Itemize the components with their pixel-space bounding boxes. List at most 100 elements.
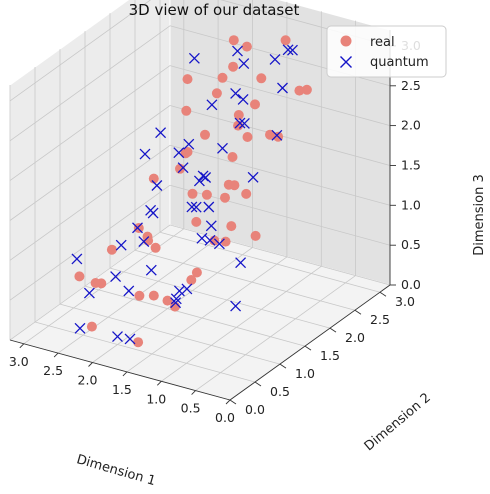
- point-quantum-4: [234, 117, 246, 129]
- point-quantum-6: [238, 117, 250, 129]
- point-real-8: [227, 152, 238, 162]
- point-quantum-22: [269, 53, 281, 65]
- point-quantum-8: [238, 58, 250, 70]
- point-quantum-0: [247, 171, 259, 183]
- point-real-21: [301, 84, 312, 95]
- point-real-20: [294, 85, 305, 96]
- grid-y-floor-6: [159, 231, 381, 293]
- point-real-46: [150, 242, 161, 253]
- grid-z-left-3: [9, 105, 171, 221]
- y-tick-3: [304, 345, 312, 351]
- point-real-35: [148, 173, 159, 184]
- point-real-24: [265, 129, 275, 140]
- point-quantum-34: [110, 271, 122, 283]
- point-quantum-3: [203, 201, 215, 213]
- point-real-47: [250, 99, 260, 110]
- grid-y-floor-5: [134, 249, 356, 311]
- x-tick-label-6: 3.0: [9, 354, 29, 369]
- point-real-5: [220, 192, 230, 203]
- point-real-38: [133, 223, 144, 233]
- point-real-12: [228, 61, 239, 72]
- grid-x-floor-2: [161, 265, 322, 382]
- x-tick-5: [53, 352, 59, 358]
- point-quantum-13: [183, 138, 195, 150]
- point-quantum-31: [74, 322, 86, 334]
- point-quantum-49: [139, 148, 151, 160]
- point-real-16: [211, 88, 222, 99]
- grid-y-floor-4: [109, 267, 331, 329]
- point-real-30: [86, 321, 97, 332]
- y-tick-label-0: 0.0: [245, 402, 265, 417]
- point-quantum-14: [206, 99, 218, 111]
- y-tick-4: [329, 327, 337, 333]
- grid-z-left-1: [9, 184, 171, 301]
- z-tick-label-3: 1.5: [401, 158, 421, 173]
- point-real-32: [90, 278, 101, 288]
- y-tick-label-6: 3.0: [395, 294, 415, 309]
- x-tick-2: [156, 380, 162, 386]
- point-quantum-2: [235, 257, 247, 269]
- x-tick-0: [225, 399, 231, 405]
- legend-label-real: real: [370, 35, 395, 50]
- point-quantum-20: [282, 44, 294, 56]
- point-real-42: [106, 244, 117, 255]
- point-real-28: [148, 290, 159, 301]
- data-points: [71, 35, 312, 348]
- point-real-39: [187, 188, 198, 199]
- point-quantum-42: [190, 201, 202, 213]
- point-real-22: [280, 35, 291, 46]
- legend: real quantum: [326, 25, 447, 78]
- point-quantum-24: [271, 129, 283, 141]
- point-real-43: [74, 271, 85, 282]
- grid-y-floor-3: [84, 285, 306, 347]
- y-tick-label-5: 2.5: [370, 312, 390, 327]
- y-tick-label-3: 1.5: [320, 348, 340, 363]
- grid-x-floor-3: [126, 256, 288, 373]
- x-tick-label-3: 1.5: [112, 382, 132, 397]
- y-axis-label: Dimension 2: [362, 390, 434, 454]
- tick-labels: 0.0 0.0 0.0 0.5 0.5 0.5 1.0 1.0 1.0 1.5 1.5 1.5 2.0 2…: [9, 38, 421, 425]
- point-quantum-36: [132, 222, 143, 234]
- x-tick-3: [122, 371, 128, 377]
- y-tick-2: [279, 363, 287, 369]
- point-quantum-18: [173, 147, 185, 159]
- x-axis-label: Dimension 1: [75, 452, 157, 489]
- point-quantum-17: [155, 127, 167, 139]
- point-quantum-28: [145, 264, 157, 276]
- x-tick-label-4: 2.0: [78, 373, 98, 388]
- point-real-25: [228, 35, 239, 46]
- x-tick-4: [88, 362, 93, 367]
- z-axis-label: Dimension 3: [472, 174, 487, 256]
- x-tick-label-1: 0.5: [181, 401, 201, 416]
- point-quantum-37: [138, 236, 150, 248]
- point-real-19: [182, 147, 193, 157]
- point-quantum-23: [230, 87, 242, 99]
- point-quantum-9: [196, 232, 208, 244]
- point-real-11: [201, 189, 212, 200]
- point-quantum-32: [115, 239, 127, 251]
- x-tick-1: [191, 390, 196, 395]
- y-tick-5: [354, 309, 362, 315]
- grid-z-left-5: [9, 25, 171, 142]
- z-tick-label-0: 0.0: [401, 277, 421, 292]
- legend-marker-quantum: [340, 56, 352, 68]
- point-quantum-47: [230, 300, 242, 312]
- point-quantum-40: [181, 283, 193, 295]
- point-quantum-41: [186, 201, 198, 213]
- y-tick-label-1: 0.5: [270, 384, 290, 399]
- point-quantum-25: [170, 293, 182, 305]
- x-axis-line: [9, 339, 231, 401]
- point-real-2: [220, 236, 231, 247]
- grid-z-left-2: [9, 144, 171, 261]
- point-real-29: [134, 290, 145, 301]
- grid-y-floor-2: [59, 303, 281, 365]
- z-tick-label-2: 1.0: [401, 197, 421, 212]
- point-real-40: [191, 267, 202, 278]
- y-tick-label-2: 1.0: [295, 366, 315, 381]
- grid-z-left-4: [9, 65, 171, 181]
- y-tick-6: [379, 291, 387, 297]
- y-tick-0: [229, 399, 237, 405]
- point-real-37: [162, 295, 173, 306]
- point-real-45: [133, 337, 144, 348]
- point-real-18: [181, 105, 192, 116]
